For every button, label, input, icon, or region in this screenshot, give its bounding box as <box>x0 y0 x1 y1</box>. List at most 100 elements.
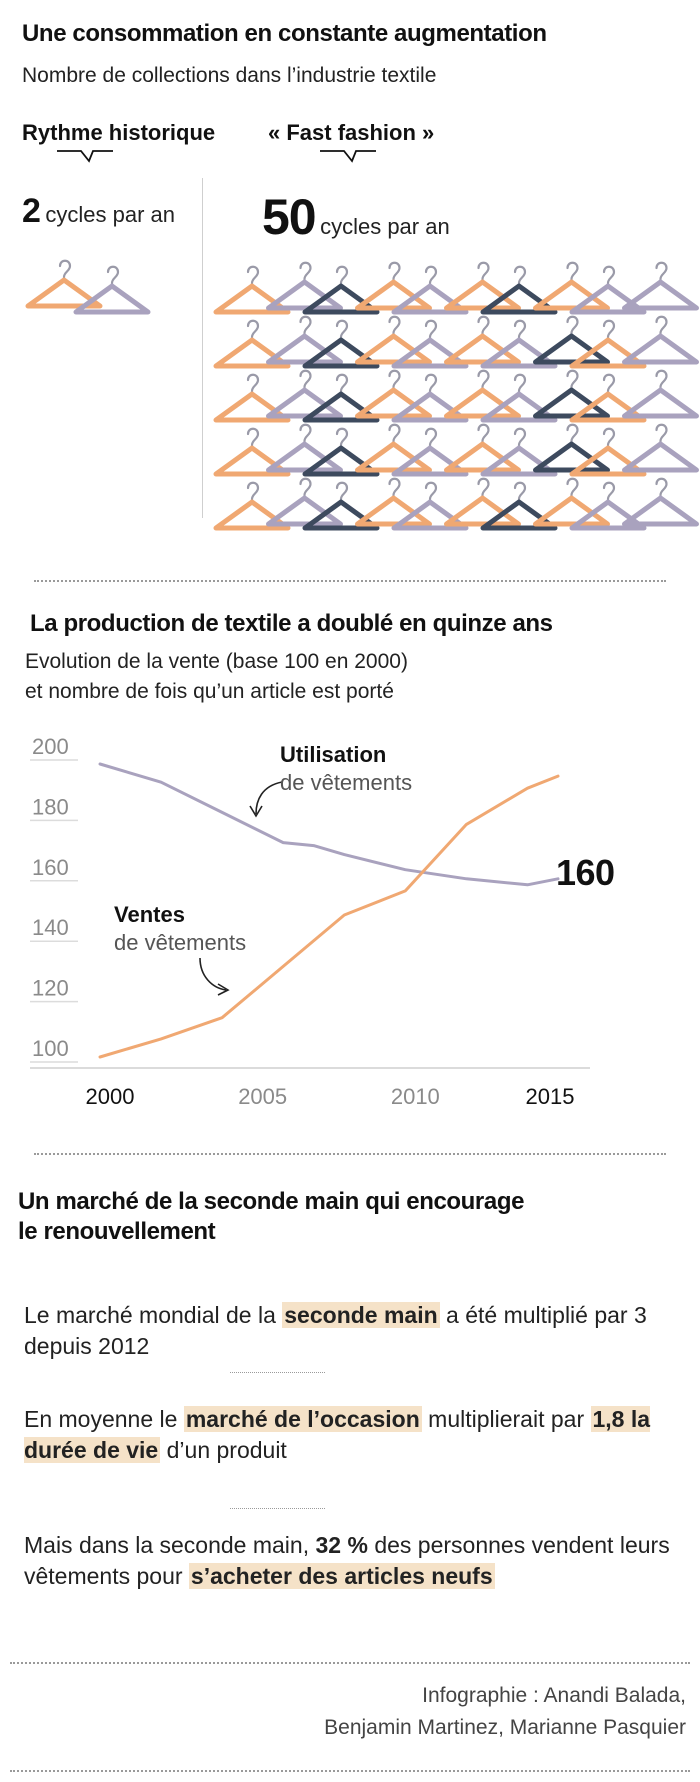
hanger-icon <box>391 427 469 477</box>
p2-highlight-1: marché de l’occasion <box>183 1406 422 1432</box>
annotation-sales-sub: de vêtements <box>114 930 247 955</box>
y-tick-label: 200 <box>32 734 69 759</box>
hanger-icon <box>480 265 558 315</box>
p1-text-b: a été multiplié par 3 depuis 2012 <box>24 1302 647 1359</box>
hanger-icon <box>302 373 380 423</box>
section3-title-line1: Un marché de la seconde main qui encoura… <box>18 1188 525 1215</box>
p1-highlight: seconde main <box>282 1302 440 1328</box>
hanger-icon <box>355 315 432 365</box>
p2-text-b: multiplierait par <box>421 1406 591 1432</box>
section3-title-line2: le renouvellement <box>18 1218 216 1245</box>
hanger-icon <box>444 315 521 365</box>
section1-title: Une consommation en constante augmentati… <box>22 20 547 47</box>
hanger-icon <box>533 423 610 473</box>
hanger-icon <box>302 481 380 531</box>
hanger-icon <box>569 481 647 531</box>
x-tick-label: 2000 <box>86 1084 135 1109</box>
series-line <box>98 774 560 1059</box>
section1-divider <box>202 178 203 518</box>
hanger-icon <box>266 369 343 419</box>
hanger-icon <box>213 265 291 315</box>
hanger-icon <box>302 265 380 315</box>
y-tick-label: 100 <box>32 1036 69 1061</box>
hanger-icon <box>213 373 291 423</box>
credits-line2: Benjamin Martinez, Marianne Pasquier <box>324 1716 686 1739</box>
fast-number: 50 <box>262 189 317 245</box>
divider-2 <box>34 1153 666 1155</box>
hanger-icon <box>266 423 343 473</box>
paragraph-2: En moyenne le marché de l’occasion multi… <box>24 1404 674 1466</box>
hanger-icon <box>533 315 610 365</box>
p1-text-a: Le marché mondial de la <box>24 1302 283 1328</box>
end-value-label: 160 <box>556 852 615 893</box>
hanger-icon <box>444 423 521 473</box>
y-tick-label: 180 <box>32 794 69 819</box>
hanger-icon <box>480 427 558 477</box>
sales-arrow-icon <box>199 957 230 996</box>
hanger-icon <box>73 265 151 315</box>
fast-fashion-label-pointer <box>320 150 376 163</box>
credits-line1: Infographie : Anandi Balada, <box>422 1684 686 1707</box>
paragraph-3: Mais dans la seconde main, 32 % des pers… <box>24 1530 674 1592</box>
hanger-icon <box>213 319 291 369</box>
hanger-icon <box>480 481 558 531</box>
hanger-icon <box>622 423 699 473</box>
hanger-icon <box>355 423 432 473</box>
hanger-icon <box>622 477 699 527</box>
y-tick-label: 160 <box>32 855 69 880</box>
hanger-icon <box>622 261 699 311</box>
hanger-icon <box>355 477 432 527</box>
hanger-icon <box>569 373 647 423</box>
hanger-icon <box>569 427 647 477</box>
hanger-icon <box>266 261 343 311</box>
hangers-illustration <box>25 259 699 531</box>
credits: Infographie : Anandi Balada, Benjamin Ma… <box>324 1680 686 1744</box>
x-tick-label: 2015 <box>526 1084 575 1109</box>
x-tick-label: 2005 <box>238 1084 287 1109</box>
annotation-usage-title: Utilisation <box>280 742 387 767</box>
hanger-icon <box>444 369 521 419</box>
historic-count: 2 cycles par an <box>22 192 175 231</box>
hanger-icon <box>391 481 469 531</box>
hanger-icon <box>444 477 521 527</box>
hanger-icon <box>302 319 380 369</box>
p3-highlight: s’acheter des articles neufs <box>188 1563 495 1589</box>
p3-bold: 32 % <box>315 1532 368 1558</box>
annotation-usage-sub: de vêtements <box>280 770 413 795</box>
historic-label-pointer <box>57 150 113 163</box>
section1-subtitle: Nombre de collections dans l’industrie t… <box>22 64 437 87</box>
hanger-icon <box>622 315 699 365</box>
hanger-icon <box>533 477 610 527</box>
hanger-icon <box>391 373 469 423</box>
hanger-icon <box>266 477 343 527</box>
series-line <box>98 762 560 887</box>
hanger-icon <box>533 261 610 311</box>
line-chart: 100 120 140 160 180 200 2000 2005 2010 2015 <box>30 734 590 1109</box>
hanger-icon <box>391 319 469 369</box>
fast-fashion-label: « Fast fashion » <box>268 120 435 145</box>
hanger-icon <box>213 481 291 531</box>
hanger-icon <box>569 319 647 369</box>
hanger-icon <box>355 369 432 419</box>
section2-title: La production de textile a doublé en qui… <box>30 610 553 637</box>
hanger-icon <box>266 315 343 365</box>
hanger-icon <box>355 261 432 311</box>
section2-subtitle-line2: et nombre de fois qu’un article est port… <box>25 680 394 703</box>
hanger-icon <box>569 265 647 315</box>
y-tick-label: 120 <box>32 976 69 1001</box>
p2-text-c: d’un produit <box>160 1437 287 1463</box>
mini-divider-1 <box>230 1372 325 1373</box>
divider-4 <box>10 1770 690 1772</box>
fast-unit: cycles par an <box>320 214 450 239</box>
p3-text-a: Mais dans la seconde main, <box>24 1532 316 1558</box>
hanger-icon <box>480 319 558 369</box>
hanger-icon <box>302 427 380 477</box>
paragraph-1: Le marché mondial de la seconde main a é… <box>24 1300 674 1362</box>
hanger-icon <box>480 373 558 423</box>
hanger-icon <box>622 369 699 419</box>
fast-count: 50 cycles par an <box>262 188 450 246</box>
hanger-icon <box>213 427 291 477</box>
annotation-sales-title: Ventes <box>114 902 185 927</box>
divider-1 <box>34 580 666 582</box>
p2-text-a: En moyenne le <box>24 1406 184 1432</box>
